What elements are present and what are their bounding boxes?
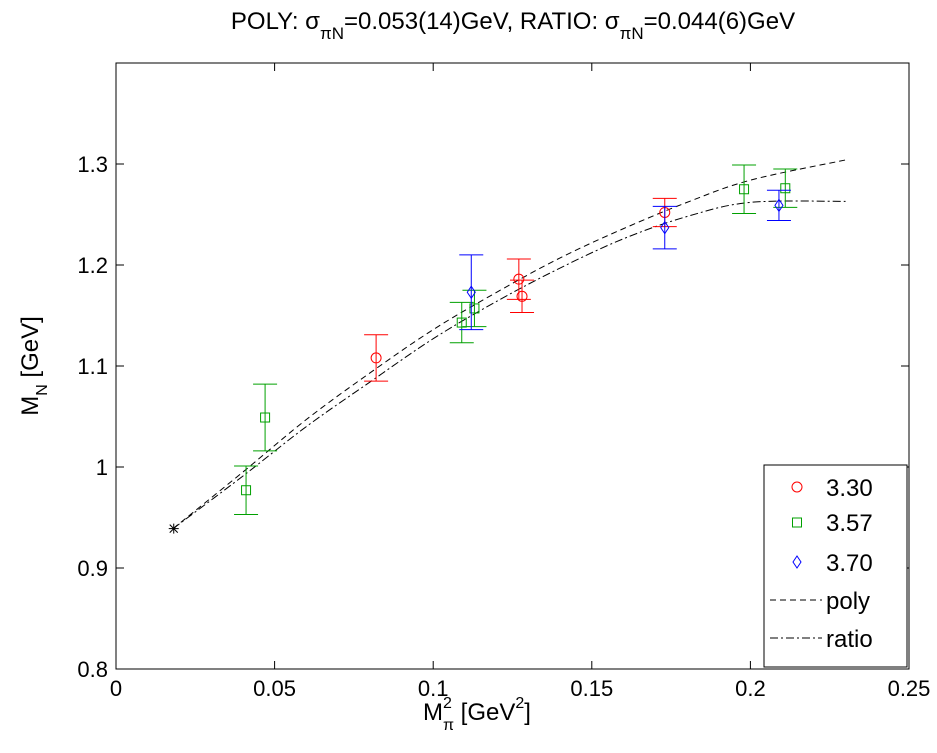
marker-circle <box>516 290 528 302</box>
y-axis-label: MN [GeV] <box>17 316 51 416</box>
title-part1: POLY: σ <box>231 8 320 35</box>
marker-square <box>260 412 271 423</box>
data-point-3.57 <box>773 168 798 208</box>
title-part3: =0.044(6)GeV <box>644 8 795 35</box>
marker-circle <box>513 273 525 285</box>
data-point-3.57 <box>234 465 259 515</box>
y-tick-label: 1.1 <box>77 354 108 379</box>
curve-ratio <box>172 200 846 530</box>
x-tick-label: 0.05 <box>253 676 296 701</box>
marker-diamond <box>466 285 476 300</box>
x-tick-label: 0.15 <box>570 676 613 701</box>
legend-label-3-30: 3.30 <box>826 475 873 502</box>
curve-poly <box>172 159 846 529</box>
ticks-layer: 0 0.05 0.1 0.15 0.2 0.25 0.8 0.9 1 1.1 1.2 1.3 <box>77 63 930 701</box>
legend-label-3-57: 3.57 <box>826 510 873 537</box>
data-point-3.30 <box>364 334 389 382</box>
ylabel-sub: N <box>34 384 51 396</box>
marker-square <box>780 183 791 194</box>
chart-title: POLY: σπN=0.053(14)GeV, RATIO: σπN=0.044… <box>231 8 795 43</box>
marker-diamond <box>774 198 784 213</box>
xlabel-sup: 2 <box>443 695 452 712</box>
y-tick-label: 0.9 <box>77 556 108 581</box>
xlabel-rest: [GeV <box>454 699 515 726</box>
y-tick-label: 1.3 <box>77 152 108 177</box>
marker-square <box>241 485 252 496</box>
legend-label-poly: poly <box>826 588 870 615</box>
ylabel-rest: [GeV] <box>17 316 44 384</box>
x-axis-label: M2 π [GeV2] <box>423 695 531 734</box>
legend-label-3-70: 3.70 <box>826 550 873 577</box>
y-tick-label: 1.2 <box>77 253 108 278</box>
marker-square <box>456 317 467 328</box>
y-tick-label: 1 <box>96 455 108 480</box>
title-part2: =0.053(14)GeV, RATIO: σ <box>344 8 620 35</box>
data-point-3.70 <box>652 205 677 250</box>
marker-diamond <box>660 220 670 235</box>
data-point-3.30 <box>510 279 535 313</box>
xlabel-main: M <box>423 699 443 726</box>
xlabel-rest-sup: 2 <box>515 695 524 712</box>
ylabel-main: M <box>17 396 44 416</box>
points-layer <box>168 164 798 534</box>
x-tick-label: 0.1 <box>418 676 449 701</box>
data-point-3.57 <box>732 164 757 214</box>
data-point-3.70 <box>766 189 791 222</box>
legend-box <box>763 464 908 668</box>
xlabel-sub: π <box>443 717 454 734</box>
title-sub2: πN <box>620 24 644 43</box>
physical-point-marker <box>168 523 179 534</box>
x-tick-label: 0.2 <box>735 676 766 701</box>
legend-marker-3-57 <box>792 517 802 528</box>
x-tick-label: 0 <box>110 676 122 701</box>
legend: 3.30 3.57 3.70 poly ratio <box>763 464 908 668</box>
xlabel-close: ] <box>524 699 531 726</box>
legend-label-ratio: ratio <box>826 626 873 653</box>
legend-marker-3-70 <box>792 555 802 569</box>
data-point-3.57 <box>253 383 278 452</box>
marker-circle <box>370 352 382 364</box>
legend-marker-3-30 <box>791 481 803 493</box>
marker-square <box>469 303 480 314</box>
marker-square <box>739 184 750 195</box>
asterisk-stroke <box>169 524 179 533</box>
y-tick-label: 0.8 <box>77 657 108 682</box>
data-point-3.70 <box>459 254 484 331</box>
curves-layer <box>172 159 846 530</box>
title-sub1: πN <box>320 24 344 43</box>
data-point-3.57 <box>449 301 474 344</box>
x-tick-label: 0.25 <box>888 676 931 701</box>
